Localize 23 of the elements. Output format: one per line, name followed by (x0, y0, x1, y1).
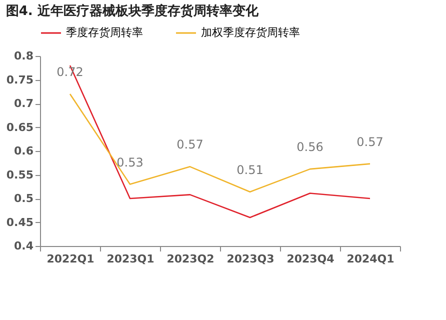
x-tick-label: 2023Q1 (106, 252, 154, 266)
y-tick-label: 0.45 (6, 216, 34, 229)
y-tick-label: 0.7 (14, 97, 34, 110)
y-tick-label: 0.4 (14, 240, 34, 252)
y-tick-label: 0.8 (14, 50, 34, 62)
chart-title: 图4. 近年医疗器械板块季度存货周转率变化 (6, 3, 260, 19)
x-tick-label: 2023Q3 (226, 252, 274, 266)
data-label: 0.53 (116, 155, 144, 170)
data-label: 0.57 (356, 134, 384, 149)
data-label: 0.57 (176, 138, 204, 152)
data-label: 0.56 (296, 140, 324, 154)
x-tick-label: 2022Q1 (46, 252, 94, 266)
data-label: 0.51 (236, 162, 264, 177)
y-tick-label: 0.5 (14, 192, 34, 205)
legend-label: 加权季度存货周转率 (201, 26, 300, 39)
legend-label: 季度存货周转率 (66, 26, 143, 39)
y-tick-label: 0.75 (6, 73, 34, 86)
x-tick-label: 2023Q4 (286, 252, 335, 266)
x-tick-label: 2023Q2 (166, 252, 214, 266)
y-tick-label: 0.6 (14, 144, 34, 158)
y-tick-label: 0.65 (6, 120, 34, 134)
x-tick-label: 2024Q1 (346, 252, 394, 266)
y-tick-label: 0.55 (6, 168, 34, 182)
